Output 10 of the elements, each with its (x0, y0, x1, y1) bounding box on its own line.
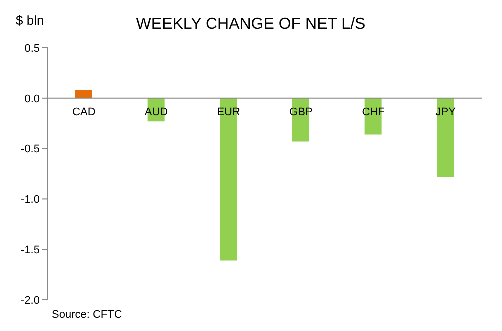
x-tick-label: CAD (72, 106, 96, 119)
y-tick-label: 0.0 (24, 93, 40, 106)
y-axis-title: $ bln (16, 13, 44, 28)
source-note: Source: CFTC (52, 309, 122, 321)
y-tick-label: -2.0 (21, 294, 40, 307)
chart-title: WEEKLY CHANGE OF NET L/S (136, 16, 366, 33)
y-tick-label: -1.0 (21, 194, 40, 206)
y-tick-label: -1.5 (21, 244, 40, 257)
y-tick-label: -0.5 (21, 144, 40, 156)
y-tick-label: 0.5 (24, 42, 40, 55)
